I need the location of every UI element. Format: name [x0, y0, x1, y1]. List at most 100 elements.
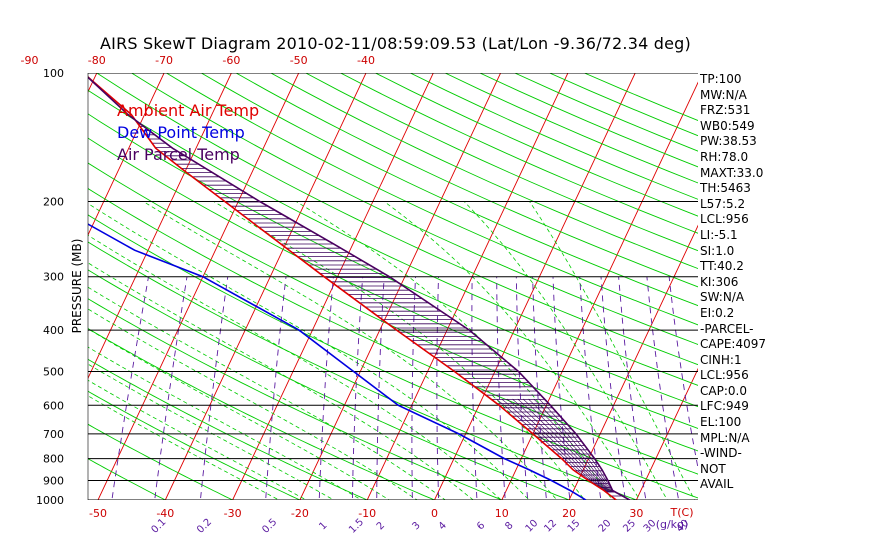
isotherm-line: [366, 73, 569, 500]
mixing-ratio-line: [552, 276, 571, 500]
mixing-ratio-line: [318, 276, 334, 500]
moist-adiabat-line: [213, 201, 586, 500]
mixing-ratio-line: [376, 276, 385, 500]
pressure-tick-label: 300: [43, 271, 64, 284]
stat-frz: FRZ:531: [700, 103, 751, 118]
stat-lfc: LFC:949: [700, 399, 749, 414]
pressure-tick-label: 500: [43, 365, 64, 378]
stat-tt: TT:40.2: [700, 259, 744, 274]
ambient-temp-line: [88, 76, 617, 500]
cape-hatching: [136, 121, 623, 497]
pressure-tick-label: 600: [43, 399, 64, 412]
dry-adiabat-line: [270, 73, 698, 270]
mixing-ratio-line: [646, 276, 680, 500]
mixing-ratio-line: [471, 276, 478, 500]
top-temp-tick-label: -50: [290, 54, 308, 67]
top-temp-tick-label: -40: [357, 54, 375, 67]
dry-adiabat-line: [305, 73, 698, 252]
stat-lcl: LCL:956: [700, 212, 749, 227]
top-temp-tick-label: -60: [222, 54, 240, 67]
dry-adiabat-line: [201, 73, 698, 307]
moist-adiabat-line: [88, 234, 502, 500]
profile-series: [88, 76, 631, 500]
legend-ambient-air-temp: Ambient Air Temp: [117, 101, 260, 120]
dry-adiabat-line: [88, 458, 167, 500]
bottom-temp-tick-label: 30: [629, 507, 643, 520]
bottom-temp-tick-label: -40: [156, 507, 174, 520]
dry-adiabat-line: [88, 358, 369, 500]
moist-adiabat-line: [88, 328, 390, 500]
dry-adiabat-line: [88, 214, 698, 499]
chart-axes: 1002003004005006007008009001000PRESSURE …: [21, 54, 694, 536]
isotherm-line: [299, 73, 501, 500]
dry-adiabat-line: [88, 89, 698, 386]
cape-hatch-vertical: [496, 398, 608, 493]
dewpoint-temp-line: [88, 223, 587, 500]
pressure-tick-label: 800: [43, 453, 64, 466]
moist-adiabat-line: [463, 201, 668, 500]
dry-adiabat-line: [131, 73, 698, 345]
stat-wind-avail: AVAIL: [700, 477, 734, 492]
isotherm-line: [97, 73, 300, 500]
stat-ki: KI:306: [700, 274, 739, 289]
mixing-ratio-tick-label: 20: [597, 518, 614, 535]
bottom-temp-tick-label: 10: [495, 507, 509, 520]
cape-hatch-vertical: [517, 398, 612, 493]
mixing-ratio-line: [111, 276, 149, 500]
moist-adiabat-line: [88, 262, 474, 500]
bottom-temp-tick-label: -10: [358, 507, 376, 520]
stat-pw: PW:38.53: [700, 134, 757, 149]
moist-adiabat-line: [383, 201, 641, 500]
mixing-ratio-line: [515, 276, 529, 500]
mixing-ratio-tick-label: 8: [503, 520, 515, 532]
chart-legend: Ambient Air Temp Dew Point Temp Air Parc…: [117, 100, 259, 166]
stat-wind-not: NOT: [700, 461, 726, 476]
chart-grid: [88, 73, 698, 500]
pressure-tick-label: 1000: [36, 494, 64, 507]
dry-adiabat-line: [88, 423, 234, 500]
bottom-temp-tick-label: -50: [89, 507, 107, 520]
bottom-temp-tick-label: -20: [291, 507, 309, 520]
mixing-ratio-tick-label: 0.2: [195, 517, 214, 536]
legend-air-parcel-temp: Air Parcel Temp: [117, 145, 240, 164]
moist-adiabat-line: [88, 346, 363, 500]
mixing-ratio-line: [600, 276, 626, 500]
cape-hatch-vertical: [538, 398, 616, 493]
dry-adiabat-line: [88, 241, 638, 500]
mixing-ratio-tick-label: 2: [375, 520, 387, 532]
cape-hatch-vertical: [512, 398, 611, 493]
mixing-ratio-line: [351, 276, 364, 500]
pressure-tick-label: 700: [43, 428, 64, 441]
dry-adiabat-line: [96, 73, 698, 366]
mixing-ratio-tick-label: 15: [566, 518, 583, 535]
moist-adiabat-line: [88, 395, 280, 500]
moist-adiabat-line: [88, 286, 446, 500]
mixing-ratio-tick-label: 4: [437, 520, 449, 532]
moist-adiabat-line: [88, 203, 530, 500]
moist-adiabat-line: [88, 308, 418, 500]
mixing-ratio-tick-label: 0.5: [260, 517, 279, 536]
dry-adiabat-line: [88, 298, 504, 500]
pressure-tick-label: 900: [43, 474, 64, 487]
cape-hatch-vertical: [533, 398, 615, 493]
mixing-ratio-tick-label: 6: [475, 520, 487, 532]
top-temp-tick-label: -70: [155, 54, 173, 67]
mixing-ratio-line: [668, 276, 698, 471]
mixing-ratio-line: [199, 276, 229, 500]
pressure-tick-label: 400: [43, 324, 64, 337]
mixing-ratio-tick-label: 1: [317, 520, 329, 532]
mixing-ratio-line: [436, 276, 440, 500]
legend-dew-point-temp: Dew Point Temp: [117, 123, 245, 142]
dry-adiabat-line: [88, 162, 698, 452]
dry-adiabat-line: [88, 137, 698, 429]
stat-parcel-lcl: LCL:956: [700, 368, 749, 383]
mixing-ratio-axis-label: (g/kg): [656, 518, 689, 531]
bottom-temp-tick-label: 20: [562, 507, 576, 520]
pressure-axis-label: PRESSURE (MB): [70, 239, 84, 334]
stat-maxt: MAXT:33.0: [700, 165, 764, 180]
stat-si: SI:1.0: [700, 243, 735, 258]
pressure-tick-label: 200: [43, 196, 64, 209]
isotherm-line: [568, 224, 698, 500]
dry-adiabat-line: [88, 328, 436, 500]
